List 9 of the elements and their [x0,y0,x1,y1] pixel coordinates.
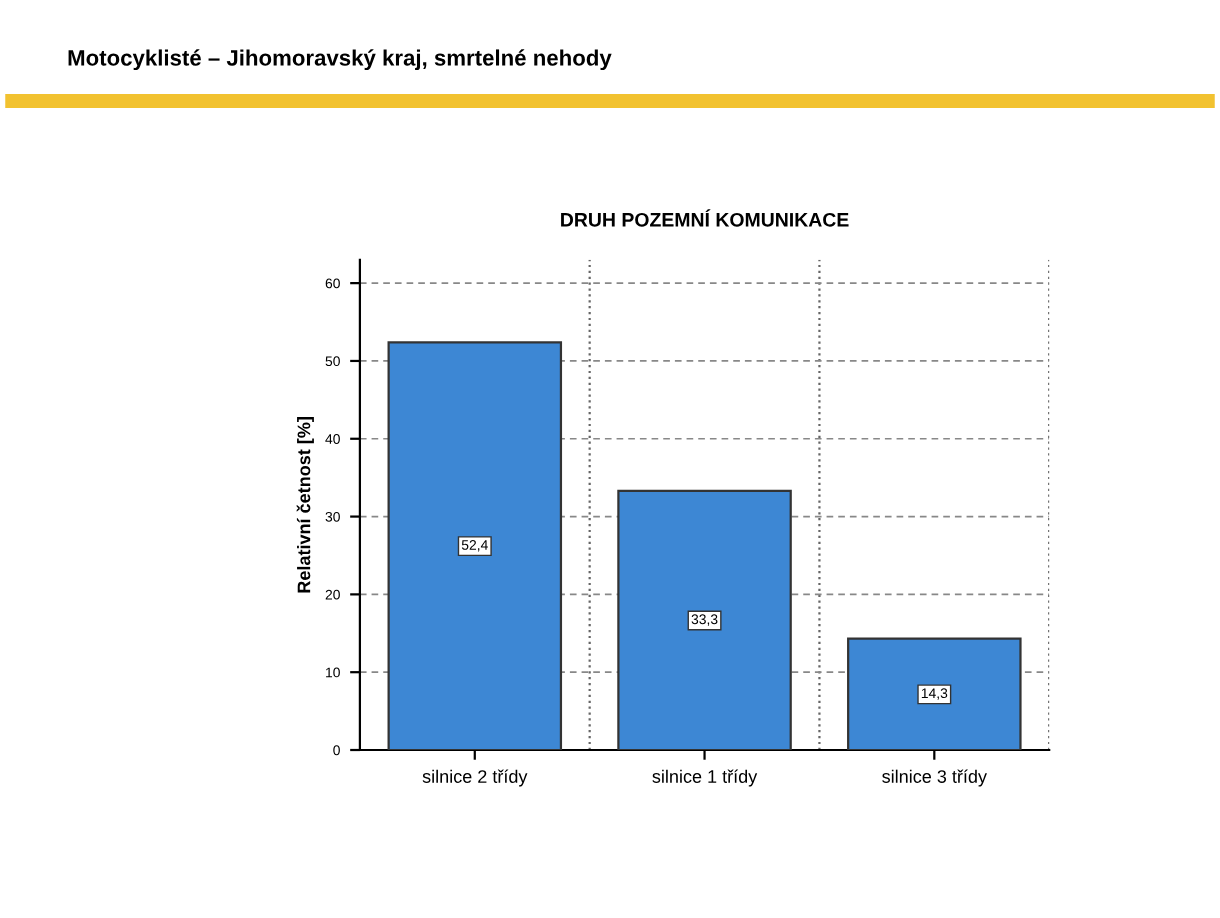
bar [617,489,792,750]
x-tick-label: silnice 2 třídy [422,769,528,787]
chart-title: DRUH POZEMNÍ KOMUNIKACE [561,209,849,227]
chart-subtitle: Motocyklisté – Jihomoravský kraj, smrtelné nehody [68,49,612,71]
y-axis-title: Relativní četnost [%] [296,417,314,593]
bar [387,341,563,750]
x-tick-label: silnice 1 třídy [652,769,758,787]
x-tick-label: silnice 3 třídy [882,769,987,787]
bar [847,637,1022,750]
